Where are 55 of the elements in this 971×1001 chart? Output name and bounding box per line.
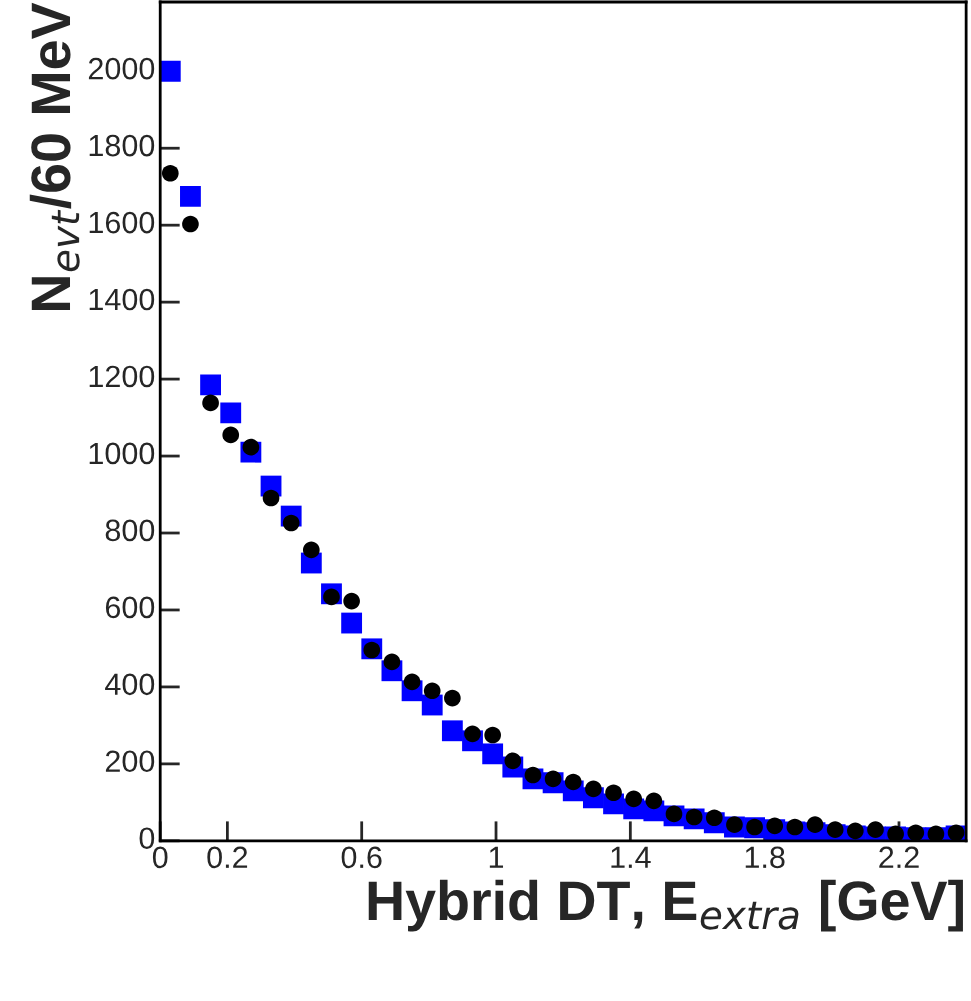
- x-tick-label: 2.2: [879, 846, 919, 868]
- y-tick-label: 1800: [89, 134, 155, 157]
- y-axis-title: N$_{evt}$/60 MeV: [29, 2, 80, 310]
- point: [282, 514, 300, 532]
- point: [262, 489, 280, 507]
- point: [161, 164, 179, 182]
- x-tick-label: 1.8: [745, 846, 785, 869]
- point: [585, 780, 602, 798]
- y-tick-label: 800: [105, 519, 155, 542]
- point: [786, 818, 804, 836]
- x-tick-label: 0.2: [207, 846, 248, 869]
- y-tick-label: 200: [105, 750, 155, 773]
- point: [242, 438, 260, 456]
- y-tick-label: 1600: [89, 211, 155, 234]
- point: [625, 790, 643, 808]
- point: [484, 726, 501, 744]
- x-tick-label: 0.6: [341, 846, 382, 869]
- point: [504, 752, 522, 770]
- point: [564, 773, 582, 791]
- point: [323, 588, 340, 606]
- point: [302, 541, 320, 559]
- point: [645, 792, 663, 810]
- point: [423, 682, 441, 700]
- point: [464, 725, 481, 743]
- y-tick-label: 600: [105, 596, 155, 619]
- point: [544, 770, 562, 788]
- point: [343, 592, 360, 610]
- point: [180, 185, 201, 207]
- point: [441, 720, 463, 742]
- point: [182, 215, 199, 233]
- y-tick-label: 2000: [88, 57, 155, 80]
- point: [160, 60, 181, 82]
- point: [383, 653, 401, 671]
- y-tick-label: 1200: [89, 365, 155, 388]
- point: [867, 821, 884, 839]
- point: [222, 426, 240, 444]
- y-tick-label: 400: [105, 673, 155, 696]
- y-tick-label: 1400: [89, 288, 155, 311]
- point: [766, 817, 784, 835]
- point: [202, 394, 219, 412]
- point: [605, 784, 622, 802]
- y-tick-label: 0: [139, 827, 155, 850]
- point: [524, 766, 542, 784]
- x-axis-title: Hybrid DT, E$_{extra}$ [GeV]: [368, 879, 963, 932]
- point: [200, 374, 221, 396]
- x-tick-label: 1.4: [611, 846, 651, 868]
- point: [341, 612, 363, 634]
- point: [705, 809, 723, 827]
- y-tick-label: 1000: [89, 442, 155, 465]
- point: [806, 816, 824, 834]
- point: [482, 743, 504, 765]
- x-tick-label: 1: [489, 846, 504, 868]
- point: [220, 402, 242, 424]
- point: [403, 673, 421, 691]
- point: [444, 689, 461, 707]
